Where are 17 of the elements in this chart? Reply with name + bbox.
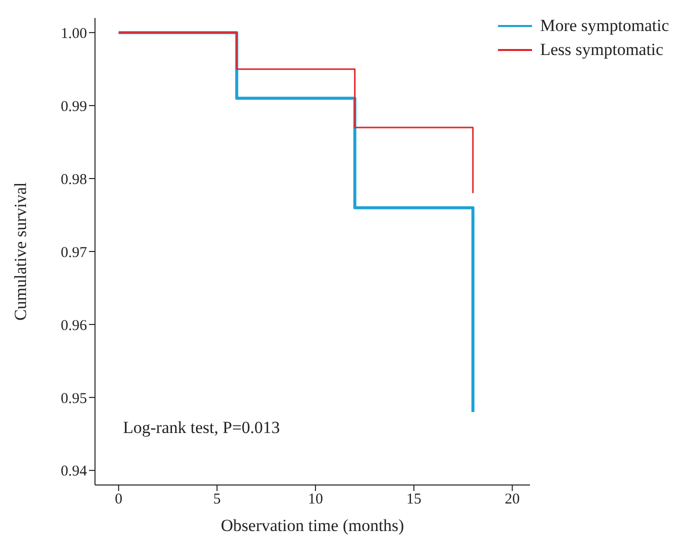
x-tick-label: 0 bbox=[114, 492, 122, 508]
x-tick-label: 15 bbox=[406, 492, 422, 508]
y-axis-title: Cumulative survival bbox=[11, 182, 30, 321]
y-tick-label: 0.94 bbox=[60, 464, 88, 480]
legend-label: Less symptomatic bbox=[540, 40, 664, 60]
x-tick-label: 20 bbox=[504, 492, 520, 508]
legend-label: More symptomatic bbox=[540, 16, 669, 36]
y-tick-label: 0.99 bbox=[60, 98, 87, 115]
x-axis-title: Observation time (months) bbox=[220, 516, 404, 535]
y-tick-label: 0.95 bbox=[60, 390, 87, 407]
annotation: Log-rank test, P=0.013 bbox=[123, 418, 280, 438]
x-tick-label: 5 bbox=[213, 492, 221, 508]
y-tick-label: 0.97 bbox=[60, 244, 88, 261]
y-tick-label: 0.98 bbox=[60, 172, 87, 188]
y-tick-label: 1.00 bbox=[60, 26, 87, 42]
x-tick-label: 10 bbox=[308, 492, 323, 508]
y-tick-label: 0.96 bbox=[60, 318, 88, 334]
